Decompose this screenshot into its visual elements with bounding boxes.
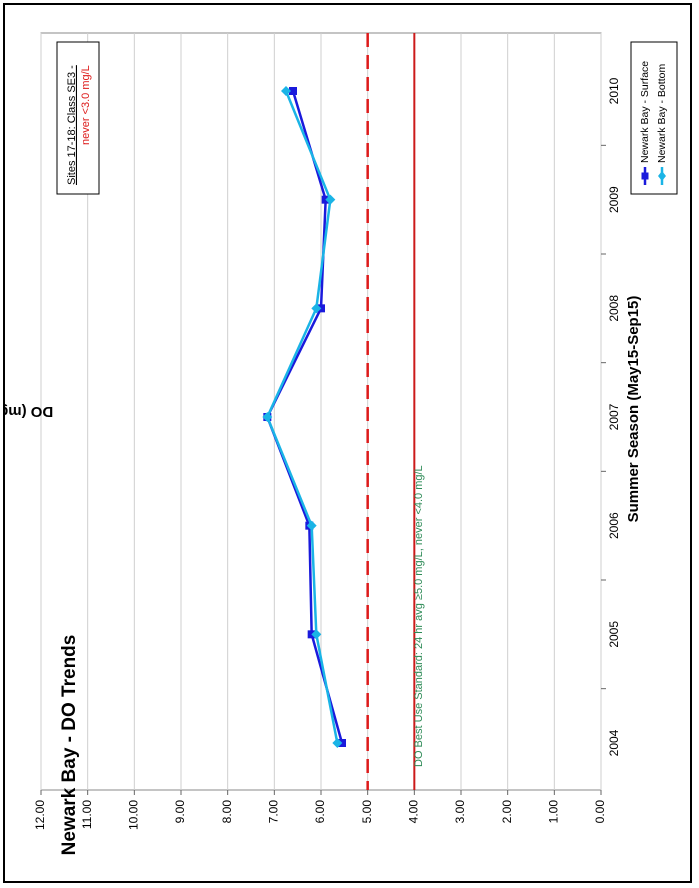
- y-tick-label: 3.00: [453, 800, 467, 824]
- data-point: [306, 520, 317, 531]
- class-annotation-box: Sites 17-18: Class SE3 - never <3.0 mg/L: [56, 41, 100, 195]
- y-tick-label: 10.00: [127, 800, 141, 830]
- chart-title: Newark Bay - DO Trends: [59, 635, 80, 856]
- data-point: [281, 86, 291, 96]
- y-tick-label: 12.00: [33, 800, 47, 830]
- reference-lines: [366, 33, 416, 790]
- legend-label: Newark Bay - Bottom: [656, 64, 668, 163]
- x-tick-label: 2010: [607, 77, 621, 104]
- data-point: [311, 629, 322, 640]
- legend-label: Newark Bay - Surface: [639, 61, 651, 163]
- legend-box: [630, 41, 678, 195]
- x-tick-label: 2008: [607, 295, 621, 322]
- x-tick-label: 2006: [607, 512, 621, 539]
- class-annotation-line1: Sites 17-18: Class SE3 -: [66, 65, 78, 185]
- standard-annotation: DO Best Use Standard: 24 hr avg ≥5.0 mg/…: [413, 465, 425, 767]
- x-tick-label: 2005: [607, 621, 621, 648]
- data-point: [262, 412, 273, 422]
- y-tick-label: 6.00: [313, 800, 327, 824]
- y-tick-label: 0.00: [593, 800, 607, 824]
- y-tick-label: 5.00: [360, 800, 374, 824]
- y-tick-label: 11.00: [80, 800, 94, 829]
- y-tick-labels: 0.00 1.00 2.00 3.00 4.00 5.00 6.00 7.00 8.00 9.00…: [33, 800, 607, 830]
- x-tick-label: 2004: [607, 729, 621, 756]
- data-point: [332, 738, 343, 748]
- x-tick-label: 2009: [607, 186, 621, 213]
- legend-marker: [641, 172, 649, 180]
- chart-frame: 0.00 1.00 2.00 3.00 4.00 5.00 6.00 7.00 8.00 9.00…: [3, 3, 692, 883]
- y-tick-label: 9.00: [173, 800, 187, 824]
- data-point: [325, 194, 336, 205]
- class-annotation-line2: never <3.0 mg/L: [80, 65, 92, 145]
- data-series: [262, 86, 346, 748]
- do-trends-chart: 0.00 1.00 2.00 3.00 4.00 5.00 6.00 7.00 8.00 9.00…: [5, 32, 678, 856]
- y-axis-label: DO (mg/L): [5, 403, 53, 420]
- y-tick-label: 4.00: [407, 800, 421, 824]
- y-tick-label: 7.00: [267, 800, 281, 824]
- data-point: [289, 87, 297, 95]
- data-point: [311, 303, 322, 314]
- y-tick-label: 8.00: [220, 800, 234, 824]
- x-tick-label: 2007: [607, 403, 621, 430]
- y-tick-label: 1.00: [547, 800, 561, 824]
- x-axis-label: Summer Season (May15-Sep15): [625, 296, 642, 523]
- legend-marker: [658, 171, 666, 181]
- legend: Newark Bay - Surface Newark Bay - Bottom: [630, 41, 678, 195]
- x-tick-labels: 2004 2005 2006 2007 2008 2009 2010: [607, 77, 621, 756]
- y-tick-label: 2.00: [500, 800, 514, 824]
